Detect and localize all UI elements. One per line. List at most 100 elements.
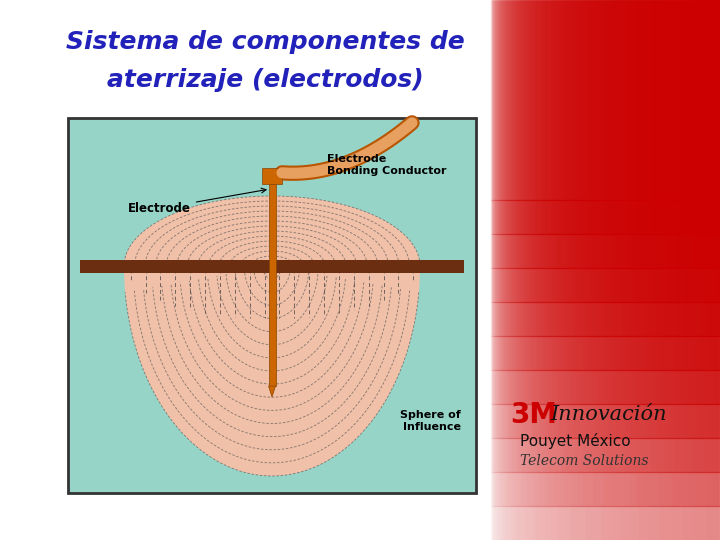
Bar (610, 234, 611, 268)
Bar (533, 268, 534, 302)
Bar (595, 268, 596, 302)
Bar (700, 302, 701, 336)
Bar (680, 370, 681, 404)
Bar (704, 302, 705, 336)
Bar (585, 268, 586, 302)
Bar (606, 268, 607, 302)
Bar (694, 302, 695, 336)
Bar (593, 438, 594, 472)
Bar (657, 0, 658, 200)
Bar (703, 438, 704, 472)
Bar (613, 370, 614, 404)
Bar (671, 200, 672, 234)
Bar (511, 234, 512, 268)
Bar (625, 268, 626, 302)
Bar (595, 0, 596, 200)
Bar (523, 370, 524, 404)
Bar (674, 302, 675, 336)
Bar (601, 404, 602, 438)
Bar (614, 404, 615, 438)
Bar (583, 370, 584, 404)
Bar (579, 506, 580, 540)
Bar (547, 0, 548, 200)
Bar (589, 506, 590, 540)
Bar (572, 0, 573, 200)
Bar (709, 506, 710, 540)
Bar (520, 438, 521, 472)
Bar (581, 0, 582, 200)
Bar (627, 234, 628, 268)
Bar (549, 438, 550, 472)
Bar (498, 506, 499, 540)
Bar (512, 268, 513, 302)
Bar (668, 438, 669, 472)
Bar (568, 506, 569, 540)
Bar (646, 506, 647, 540)
Bar (659, 336, 660, 370)
Bar (603, 234, 604, 268)
Bar (503, 268, 504, 302)
Bar (604, 506, 605, 540)
Bar (626, 370, 627, 404)
Bar (700, 404, 701, 438)
Bar (573, 438, 574, 472)
Bar (517, 472, 518, 506)
Bar (663, 268, 664, 302)
Bar (533, 438, 534, 472)
Bar (663, 302, 664, 336)
Bar (592, 472, 593, 506)
Bar (647, 404, 648, 438)
Bar (656, 200, 657, 234)
Bar (700, 200, 701, 234)
Bar (713, 438, 714, 472)
Bar (544, 234, 545, 268)
Bar (564, 0, 565, 200)
Bar (667, 200, 668, 234)
Bar (499, 268, 500, 302)
Bar (682, 404, 683, 438)
Bar (580, 404, 581, 438)
Bar (703, 472, 704, 506)
Bar (523, 472, 524, 506)
Bar (575, 404, 576, 438)
Bar (612, 472, 613, 506)
Bar (608, 472, 609, 506)
Bar (560, 302, 561, 336)
Bar (568, 404, 569, 438)
Bar (681, 438, 682, 472)
Bar (580, 234, 581, 268)
Bar (587, 336, 588, 370)
Bar (580, 268, 581, 302)
Bar (677, 200, 678, 234)
Bar (653, 506, 654, 540)
Bar (627, 438, 628, 472)
Bar (703, 336, 704, 370)
Bar (696, 268, 697, 302)
Bar (514, 506, 515, 540)
Bar (524, 438, 525, 472)
Bar (705, 302, 706, 336)
Bar (580, 472, 581, 506)
Bar (557, 370, 558, 404)
Bar (684, 438, 685, 472)
Bar (555, 268, 556, 302)
Bar (531, 302, 532, 336)
Bar (719, 200, 720, 234)
Bar (696, 370, 697, 404)
Bar (636, 200, 637, 234)
Bar (698, 234, 699, 268)
Bar (631, 336, 632, 370)
Bar (651, 0, 652, 200)
Bar (543, 438, 544, 472)
Bar (572, 404, 573, 438)
Bar (597, 438, 598, 472)
Bar (558, 404, 559, 438)
Bar (562, 268, 563, 302)
Bar (616, 472, 617, 506)
Bar (662, 370, 663, 404)
Bar (666, 472, 667, 506)
Bar (596, 506, 597, 540)
Bar (693, 472, 694, 506)
Bar (671, 234, 672, 268)
Bar (582, 336, 583, 370)
